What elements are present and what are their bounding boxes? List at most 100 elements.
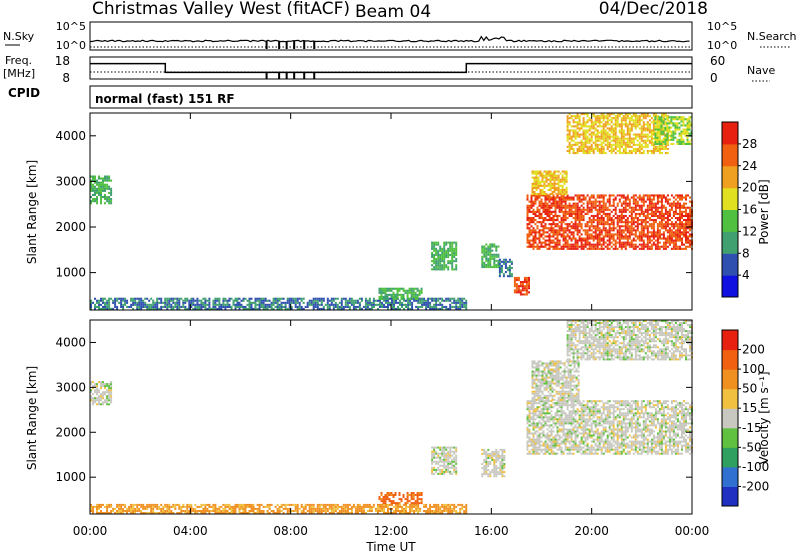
power-cell	[379, 299, 381, 302]
power-cell	[252, 307, 255, 310]
power-cell	[543, 193, 546, 196]
power-cell	[574, 135, 577, 138]
power-cell	[568, 243, 571, 246]
power-cell	[116, 307, 119, 310]
power-cell	[580, 198, 583, 201]
power-cell	[648, 225, 651, 228]
power-cell	[648, 247, 651, 250]
power-cell	[688, 142, 691, 145]
power-cell	[582, 247, 585, 250]
power-cell	[457, 301, 460, 304]
power-cell	[530, 219, 533, 222]
power-cell	[592, 133, 595, 136]
power-cell	[596, 219, 599, 222]
velocity-cell	[322, 507, 325, 510]
power-cell	[94, 179, 96, 182]
velocity-cell	[400, 500, 403, 503]
power-cell	[632, 115, 635, 118]
power-cell	[636, 117, 639, 120]
power-cell	[555, 186, 558, 189]
power-cell	[584, 223, 587, 226]
power-cell	[536, 243, 539, 246]
power-cell	[590, 237, 593, 240]
power-cell	[672, 245, 675, 248]
power-cell	[528, 208, 531, 211]
power-cell	[354, 301, 357, 304]
power-cell	[642, 198, 645, 201]
power-cell	[678, 118, 681, 121]
power-cell	[580, 147, 583, 150]
power-cell	[678, 116, 681, 119]
power-cell	[491, 255, 494, 258]
power-cell	[662, 235, 665, 238]
power-cell	[560, 204, 563, 207]
power-cell	[622, 123, 625, 126]
power-cell	[590, 145, 593, 148]
power-cell	[602, 237, 605, 240]
power-cell	[258, 303, 261, 306]
power-cell	[548, 229, 551, 232]
power-cell	[96, 187, 98, 190]
power-cell	[636, 143, 639, 146]
power-cell	[451, 253, 454, 256]
power-cell	[590, 196, 593, 199]
power-cell	[90, 187, 92, 190]
power-cell	[104, 202, 106, 205]
power-cell	[687, 231, 689, 234]
velocity-cell	[92, 387, 94, 390]
velocity-cell	[384, 496, 387, 498]
power-cell	[664, 152, 667, 155]
power-cell	[648, 235, 651, 238]
power-cell	[200, 299, 203, 302]
power-cell	[535, 193, 538, 196]
velocity-cell	[310, 507, 313, 510]
power-cell	[598, 241, 601, 244]
power-cell	[636, 229, 639, 232]
power-cell	[678, 140, 681, 143]
power-cell	[563, 191, 566, 194]
power-cell	[540, 198, 543, 201]
velocity-cell	[391, 507, 393, 510]
power-cell	[584, 239, 587, 242]
power-cell	[236, 303, 239, 306]
power-cell	[612, 223, 615, 226]
power-cell	[679, 204, 681, 207]
power-cell	[433, 243, 436, 246]
power-cell	[290, 301, 293, 304]
power-cell	[254, 301, 257, 304]
velocity-cell	[395, 505, 397, 508]
velocity-cell	[260, 503, 263, 506]
power-cell	[431, 264, 434, 267]
power-cell	[622, 196, 625, 199]
power-cell	[662, 137, 665, 140]
power-cell	[379, 303, 381, 306]
power-cell	[406, 295, 409, 298]
power-cell	[676, 231, 679, 234]
power-cell	[576, 204, 579, 207]
power-cell	[387, 307, 389, 310]
velocity-cell	[358, 510, 361, 512]
power-cell	[614, 137, 617, 140]
power-cell	[160, 305, 163, 308]
power-cell	[96, 179, 98, 182]
power-cell	[596, 135, 599, 138]
power-cell	[594, 117, 597, 120]
power-cell	[548, 235, 551, 238]
power-cell	[642, 204, 645, 207]
velocity-cell	[158, 505, 161, 508]
power-cell	[549, 180, 552, 183]
power-cell	[393, 303, 395, 306]
velocity-cell	[384, 494, 387, 496]
velocity-cell	[378, 498, 381, 501]
power-cell	[640, 233, 643, 236]
power-cell	[594, 206, 597, 209]
power-cell	[650, 210, 653, 213]
power-cell	[572, 121, 575, 124]
power-cell	[652, 227, 655, 230]
power-cell	[640, 196, 643, 199]
power-cell	[666, 122, 669, 125]
power-cell	[666, 128, 669, 131]
velocity-cell	[100, 403, 102, 406]
power-cell	[592, 194, 595, 197]
power-cell	[576, 212, 579, 215]
